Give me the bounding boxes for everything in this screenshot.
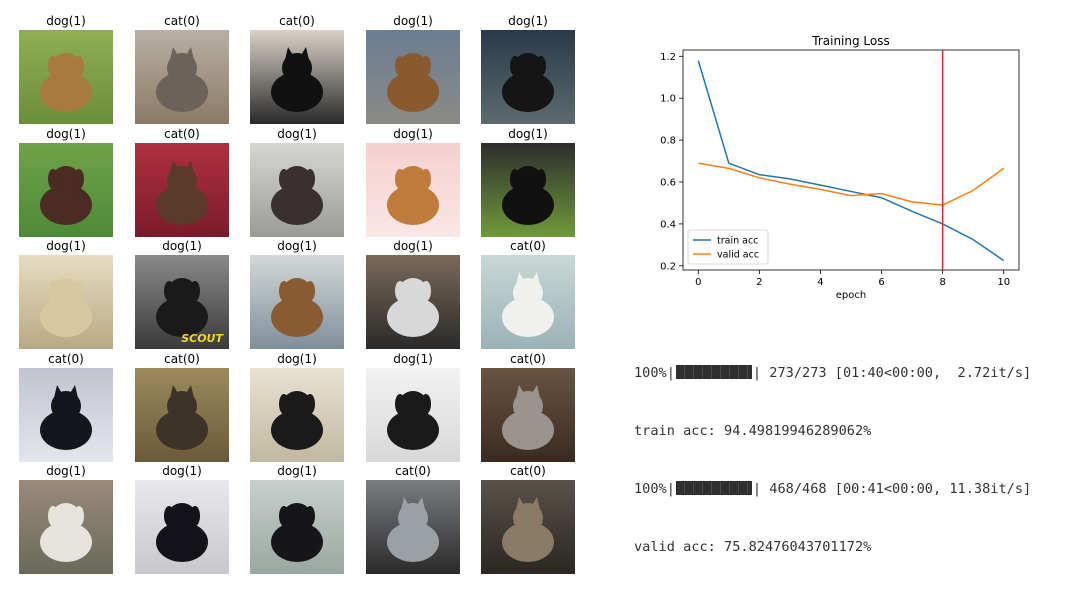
legend-label: valid acc <box>717 250 759 261</box>
grid-cell-label: dog(1) <box>46 239 86 253</box>
grid-cell-label: dog(1) <box>277 127 317 141</box>
legend-box <box>687 229 769 265</box>
pet-photo <box>366 143 460 237</box>
pet-photo <box>250 255 344 349</box>
pet-photo <box>250 30 344 124</box>
pet-photo <box>19 368 113 462</box>
grid-cell-label: dog(1) <box>46 127 86 141</box>
train-acc-line: train acc: 94.49819946289062% <box>634 423 872 439</box>
grid-cell-label: dog(1) <box>46 464 86 478</box>
pet-photo <box>481 30 575 124</box>
axes-frame <box>682 49 1020 271</box>
pet-photo <box>481 368 575 462</box>
grid-cell-label: cat(0) <box>510 464 546 478</box>
legend-label: train acc <box>717 236 758 247</box>
grid-cell-label: dog(1) <box>277 239 317 253</box>
pet-photo <box>19 30 113 124</box>
y-tick-label: 1.2 <box>660 52 676 63</box>
grid-cell-label: dog(1) <box>393 352 433 366</box>
valid-progress-line: 100%| | 468/468 [00:41<00:00, 11.38it/s] <box>634 480 1031 498</box>
pet-photo <box>19 255 113 349</box>
x-axis-label: epoch <box>836 290 866 301</box>
pet-photo: SCOUT <box>135 255 229 349</box>
x-tick-label: 4 <box>817 277 823 288</box>
valid-progress-suffix: | 468/468 [00:41<00:00, 11.38it/s] <box>752 481 1032 497</box>
x-tick-label: 6 <box>878 277 884 288</box>
grid-cell-label: cat(0) <box>164 14 200 28</box>
pet-photo <box>366 30 460 124</box>
pet-photo <box>250 480 344 574</box>
pet-photo <box>135 30 229 124</box>
image-grid: dog(1) cat(0) cat(0) dog(1) dog(1) dog(1) cat(… <box>19 14 575 574</box>
y-tick-label: 0.6 <box>660 178 676 189</box>
pet-photo <box>19 143 113 237</box>
pet-photo <box>19 480 113 574</box>
series-line-train <box>697 60 1005 262</box>
series-line-valid <box>698 162 1005 206</box>
pet-photo <box>481 255 575 349</box>
pet-photo <box>135 480 229 574</box>
pet-photo <box>481 143 575 237</box>
pet-photo <box>135 368 229 462</box>
grid-cell-label: cat(0) <box>510 239 546 253</box>
x-tick-label: 8 <box>939 277 945 288</box>
grid-cell-label: dog(1) <box>277 464 317 478</box>
grid-cell-label: dog(1) <box>162 239 202 253</box>
grid-cell-label: dog(1) <box>162 464 202 478</box>
train-progress-line: 100%| | 273/273 [01:40<00:00, 2.72it/s] <box>634 364 1031 382</box>
pet-photo <box>366 368 460 462</box>
photo-caption: SCOUT <box>181 332 223 345</box>
grid-cell-label: dog(1) <box>508 14 548 28</box>
chart-svg: Training Loss 0 2 4 6 8 10 0.2 0.4 0.6 0.8 1.0 1.2 ep… <box>660 34 1020 301</box>
valid-progress-prefix: 100%| <box>634 481 675 497</box>
grid-cell-label: cat(0) <box>279 14 315 28</box>
x-tick-label: 2 <box>756 277 762 288</box>
chart-title: Training Loss <box>811 34 889 48</box>
grid-cell-label: dog(1) <box>393 239 433 253</box>
y-tick-label: 0.8 <box>660 136 676 147</box>
pet-photo <box>366 255 460 349</box>
grid-cell-label: cat(0) <box>48 352 84 366</box>
grid-cell-label: dog(1) <box>393 127 433 141</box>
grid-cell-label: cat(0) <box>395 464 431 478</box>
train-progress-prefix: 100%| <box>634 365 675 381</box>
y-tick-label: 1.0 <box>660 94 676 105</box>
y-tick-label: 0.2 <box>660 261 676 272</box>
pet-photo <box>135 143 229 237</box>
grid-cell-label: dog(1) <box>508 127 548 141</box>
grid-cell-label: dog(1) <box>277 352 317 366</box>
pet-photo <box>250 143 344 237</box>
y-tick-label: 0.4 <box>660 219 676 230</box>
grid-cell-label: cat(0) <box>164 127 200 141</box>
pet-photo <box>250 368 344 462</box>
grid-cell-label: dog(1) <box>46 14 86 28</box>
x-tick-label: 10 <box>997 277 1010 288</box>
pet-photo <box>366 480 460 574</box>
pet-photo <box>481 480 575 574</box>
training-loss-chart: Training Loss 0 2 4 6 8 10 0.2 0.4 0.6 0.8 1.0 1.2 ep… <box>640 30 1080 320</box>
grid-cell-label: dog(1) <box>393 14 433 28</box>
valid-acc-line: valid acc: 75.82476043701172% <box>634 539 872 555</box>
grid-cell-label: cat(0) <box>164 352 200 366</box>
train-progress-suffix: | 273/273 [01:40<00:00, 2.72it/s] <box>752 365 1032 381</box>
grid-cell-label: cat(0) <box>510 352 546 366</box>
x-tick-label: 0 <box>695 277 701 288</box>
train-progress-bar <box>675 365 752 379</box>
valid-progress-bar <box>675 481 752 495</box>
